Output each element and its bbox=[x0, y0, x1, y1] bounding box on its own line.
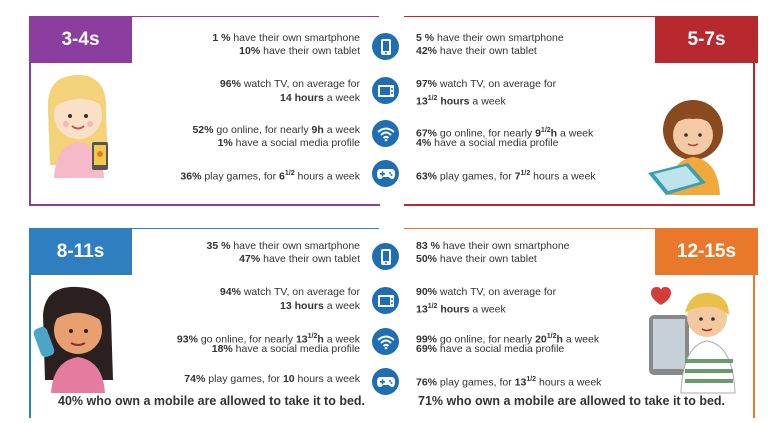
age-label-3-4s: 3-4s bbox=[29, 16, 132, 63]
stat-tv: 94% watch TV, on average for bbox=[219, 286, 360, 298]
stat-tablet: 47% have their own tablet bbox=[239, 253, 360, 265]
tv-icon bbox=[372, 77, 399, 104]
stat-tablet: 10% have their own tablet bbox=[239, 45, 360, 57]
stat-smartphone: 5 % have their own smartphone bbox=[416, 32, 564, 44]
age-text: 8-11s bbox=[56, 240, 105, 262]
gamepad-icon bbox=[372, 160, 399, 187]
panel-border bbox=[29, 16, 379, 17]
stat-games: 63% play games, for 71/2 hours a week bbox=[416, 170, 596, 183]
stat-tv: 90% watch TV, on average for bbox=[416, 286, 557, 298]
panel-border bbox=[404, 228, 756, 229]
stat-tv-hours: 131/2 hours a week bbox=[416, 95, 506, 108]
stat-games: 74% play games, for 10 hours a week bbox=[184, 373, 360, 385]
age-label-12-15s: 12-15s bbox=[655, 228, 758, 275]
stat-online: 52% go online, for nearly 9h a week bbox=[192, 124, 360, 136]
panel-border bbox=[404, 16, 756, 17]
panel-border bbox=[29, 228, 379, 229]
child-with-tablet-illustration bbox=[648, 100, 723, 195]
stat-social: 18% have a social media profile bbox=[211, 343, 360, 355]
stat-online: 99% go online, for nearly 201/2h a week bbox=[416, 333, 600, 346]
age-text: 12-15s bbox=[676, 240, 737, 262]
tv-icon bbox=[372, 287, 399, 314]
stat-games: 36% play games, for 61/2 hours a week bbox=[180, 170, 360, 183]
age-label-5-7s: 5-7s bbox=[655, 16, 758, 63]
wifi-icon bbox=[372, 328, 399, 355]
stat-tv: 96% watch TV, on average for bbox=[219, 78, 360, 90]
wifi-icon bbox=[372, 120, 399, 147]
footer-bedtime: 71% who own a mobile are allowed to take… bbox=[418, 394, 726, 408]
toddler-with-phone-illustration bbox=[47, 75, 108, 178]
age-text: 5-7s bbox=[687, 28, 726, 50]
gamepad-icon bbox=[372, 368, 399, 395]
stat-smartphone: 1 % have their own smartphone bbox=[212, 32, 360, 44]
teen-with-tablet-illustration bbox=[649, 287, 736, 394]
stat-online: 67% go online, for nearly 91/2h a week bbox=[416, 127, 594, 140]
stat-social: 1% have a social media profile bbox=[217, 137, 360, 149]
stat-tv-hours: 14 hours a week bbox=[280, 92, 360, 104]
stat-games: 76% play games, for 131/2 hours a week bbox=[416, 376, 602, 389]
age-text: 3-4s bbox=[61, 28, 100, 50]
stat-smartphone: 83 % have their own smartphone bbox=[416, 240, 570, 252]
stat-social: 4% have a social media profile bbox=[416, 137, 559, 149]
stat-online: 93% go online, for nearly 131/2h a week bbox=[176, 333, 360, 346]
stat-smartphone: 35 % have their own smartphone bbox=[206, 240, 360, 252]
stat-tv: 97% watch TV, on average for bbox=[416, 78, 557, 90]
smartphone-icon bbox=[372, 33, 399, 60]
child-on-phone-illustration bbox=[33, 286, 113, 393]
age-label-8-11s: 8-11s bbox=[29, 228, 132, 275]
stat-tablet: 42% have their own tablet bbox=[416, 45, 537, 57]
stat-tablet: 50% have their own tablet bbox=[416, 253, 537, 265]
stat-social: 69% have a social media profile bbox=[416, 343, 565, 355]
footer-bedtime: 40% who own a mobile are allowed to take… bbox=[58, 394, 366, 408]
stat-tv-hours: 131/2 hours a week bbox=[416, 303, 506, 316]
smartphone-icon bbox=[372, 243, 399, 270]
stat-tv-hours: 13 hours a week bbox=[280, 300, 360, 312]
